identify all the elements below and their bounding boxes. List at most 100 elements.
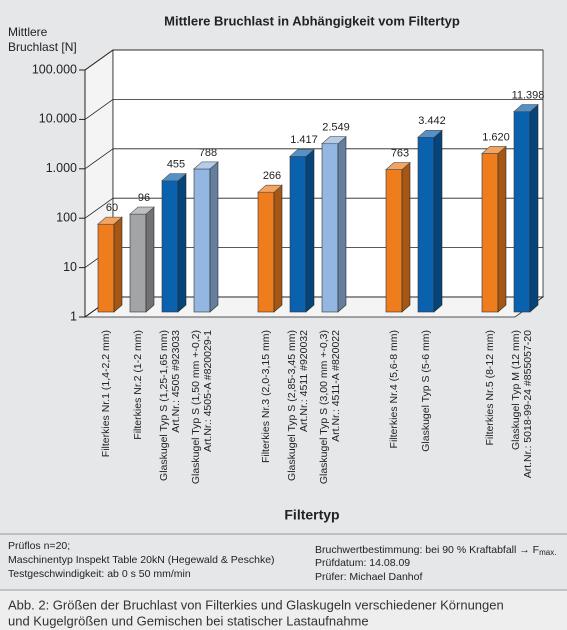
bar-side-shade: [210, 161, 218, 312]
x-tick-label: Filterkies Nr.1 (1,4-2,2 mm): [100, 330, 112, 457]
bar: [513, 111, 531, 313]
chart-title: Mittlere Bruchlast in Abhängigkeit vom F…: [164, 13, 460, 28]
x-tick-label-line: Filterkies Nr.3 (2,0-3,15 mm): [260, 330, 272, 463]
bar: [161, 180, 179, 313]
bar: [385, 169, 403, 313]
bar-top-shade: [514, 104, 538, 112]
x-tick-label: Filterkies Nr.4 (5,6-8 mm): [388, 330, 400, 448]
bar: [257, 191, 275, 313]
x-tick-label: Glaskugel Typ S (5-6 mm): [420, 330, 432, 452]
bar-top-shade: [418, 130, 442, 138]
caption: Abb. 2: Größen der Bruchlast von Filterk…: [8, 597, 504, 612]
bar-top-shade: [482, 146, 506, 154]
bar-side-shade: [434, 130, 442, 312]
bar-top-shade: [194, 161, 218, 169]
bar-top: [481, 146, 507, 154]
bar-side-shade: [306, 149, 314, 312]
note: Prüfer: Michael Danhof: [315, 571, 422, 583]
x-tick-label-line: Art.Nr.: 5018-99-24 #855057-20: [522, 330, 534, 478]
bar-side-shade: [178, 173, 186, 312]
grid-line: [84, 148, 114, 170]
x-tick-label-line: Glaskugel Typ S (2,85-3,45 mm): [286, 330, 298, 481]
x-tick-label-line: Glaskugel Typ S (3,00 mm +-0,3): [318, 330, 330, 484]
bar-top: [97, 216, 123, 225]
grid-line: [84, 99, 114, 120]
x-tick-label: Glaskugel Typ S (1,25-1,65 mm)Art.Nr.: 4…: [158, 330, 182, 481]
note: Prüflos n=20;: [8, 540, 70, 552]
x-tick-label-line: Art.Nr.: 4505 #923033: [170, 330, 182, 433]
y-tick-label: 100: [56, 210, 77, 224]
bar-side-shade: [274, 185, 282, 312]
x-tick-label-line: Glaskugel Typ M (12 mm): [510, 330, 522, 450]
value-label: 1.620: [482, 131, 510, 143]
note: Prüfdatum: 14.08.09: [315, 557, 410, 569]
value-label: 788: [199, 147, 217, 159]
x-axis-title: Filtertyp: [284, 507, 339, 523]
bar: [417, 136, 435, 313]
bar-top: [193, 161, 219, 170]
y-tick-label: 100.000: [32, 62, 77, 76]
bar: [481, 153, 499, 313]
y-axis-title: Bruchlast [N]: [8, 40, 77, 54]
note-sub: max.: [539, 548, 556, 557]
caption: und Kugelgrößen und Gemischen bei statis…: [8, 613, 369, 628]
x-tick-label: Glaskugel Typ S (1,50 mm +-0,2)Art.Nr.: …: [190, 330, 214, 484]
bar-side-shade: [498, 146, 506, 312]
bar-top: [321, 136, 347, 145]
bar-side-shade: [338, 136, 346, 312]
note: Bruchwertbestimmung: bei 90 % Kraftabfal…: [315, 544, 539, 556]
note: Bruchwertbestimmung: bei 90 % Kraftabfal…: [315, 544, 556, 557]
bar-top: [289, 149, 315, 157]
bar: [97, 223, 115, 313]
x-tick-label-line: Art.Nr.: 4511 #920032: [298, 330, 310, 432]
value-label: 11.398: [512, 89, 545, 101]
bar-top: [129, 206, 155, 215]
bar-side-shade: [402, 162, 410, 312]
y-tick-label: 10: [63, 260, 77, 274]
plot: 1 10 100 1.000 10.000 100.000 Filterkies Nr.1 …: [32, 49, 545, 484]
bar-top-shade: [130, 207, 154, 215]
bar: [129, 213, 147, 313]
bar-top: [385, 162, 411, 170]
bar-side-shade: [114, 217, 122, 312]
x-tick-label: Filterkies Nr.3 (2,0-3,15 mm): [260, 330, 272, 463]
x-tick-label-line: Filterkies Nr.2 (1-2 mm): [132, 330, 144, 440]
x-tick-label-line: Art.Nr.: 4505-A #820029-1: [202, 330, 214, 452]
bar-top-shade: [98, 217, 122, 225]
x-tick-label: Glaskugel Typ S (3,00 mm +-0,3)Art.Nr.: …: [318, 330, 342, 484]
bar-top: [161, 173, 187, 181]
x-tick-label: Glaskugel Typ M (12 mm)Art.Nr.: 5018-99-…: [510, 330, 534, 478]
bar-top-shade: [258, 185, 282, 193]
note: Testgeschwindigkeit: ab 0 s 50 mm/min: [8, 568, 191, 580]
x-tick-label-line: Glaskugel Typ S (5-6 mm): [420, 330, 432, 452]
x-tick-label: Filterkies Nr.5 (8-12 mm): [484, 330, 496, 446]
bar-top-shade: [386, 162, 410, 170]
value-label: 1.417: [290, 134, 318, 146]
x-tick-label-line: Glaskugel Typ S (1,50 mm +-0,2): [190, 330, 202, 484]
value-label: 60: [106, 202, 118, 214]
y-tick-label: 1: [70, 309, 77, 323]
bar-top: [257, 184, 283, 193]
x-tick-label: Glaskugel Typ S (2,85-3,45 mm)Art.Nr.: 4…: [286, 330, 310, 481]
x-tick-label-line: Art.Nr.: 4511-A #820022: [330, 330, 342, 442]
x-tick-label: Filterkies Nr.2 (1-2 mm): [132, 330, 144, 440]
value-label: 2.549: [322, 122, 350, 134]
value-label: 266: [263, 170, 281, 182]
bar-top: [513, 104, 539, 112]
grid-line: [84, 197, 114, 219]
y-tick-label: 1.000: [46, 161, 77, 175]
y-axis-title: Mittlere: [8, 25, 48, 39]
value-label: 763: [391, 148, 409, 160]
x-tick-label-line: Filterkies Nr.4 (5,6-8 mm): [388, 330, 400, 448]
bar: [193, 168, 211, 313]
bar-top-shade: [162, 173, 186, 181]
grid-line: [84, 49, 114, 71]
value-label: 455: [167, 159, 185, 171]
note: Maschinentyp Inspekt Table 20kN (Hegewal…: [8, 554, 275, 566]
bar-side-shade: [530, 104, 538, 312]
x-tick-label-line: Filterkies Nr.1 (1,4-2,2 mm): [100, 330, 112, 457]
x-tick-label-line: Glaskugel Typ S (1,25-1,65 mm): [158, 330, 170, 481]
bar-top-shade: [322, 136, 346, 144]
value-label: 96: [138, 192, 150, 204]
